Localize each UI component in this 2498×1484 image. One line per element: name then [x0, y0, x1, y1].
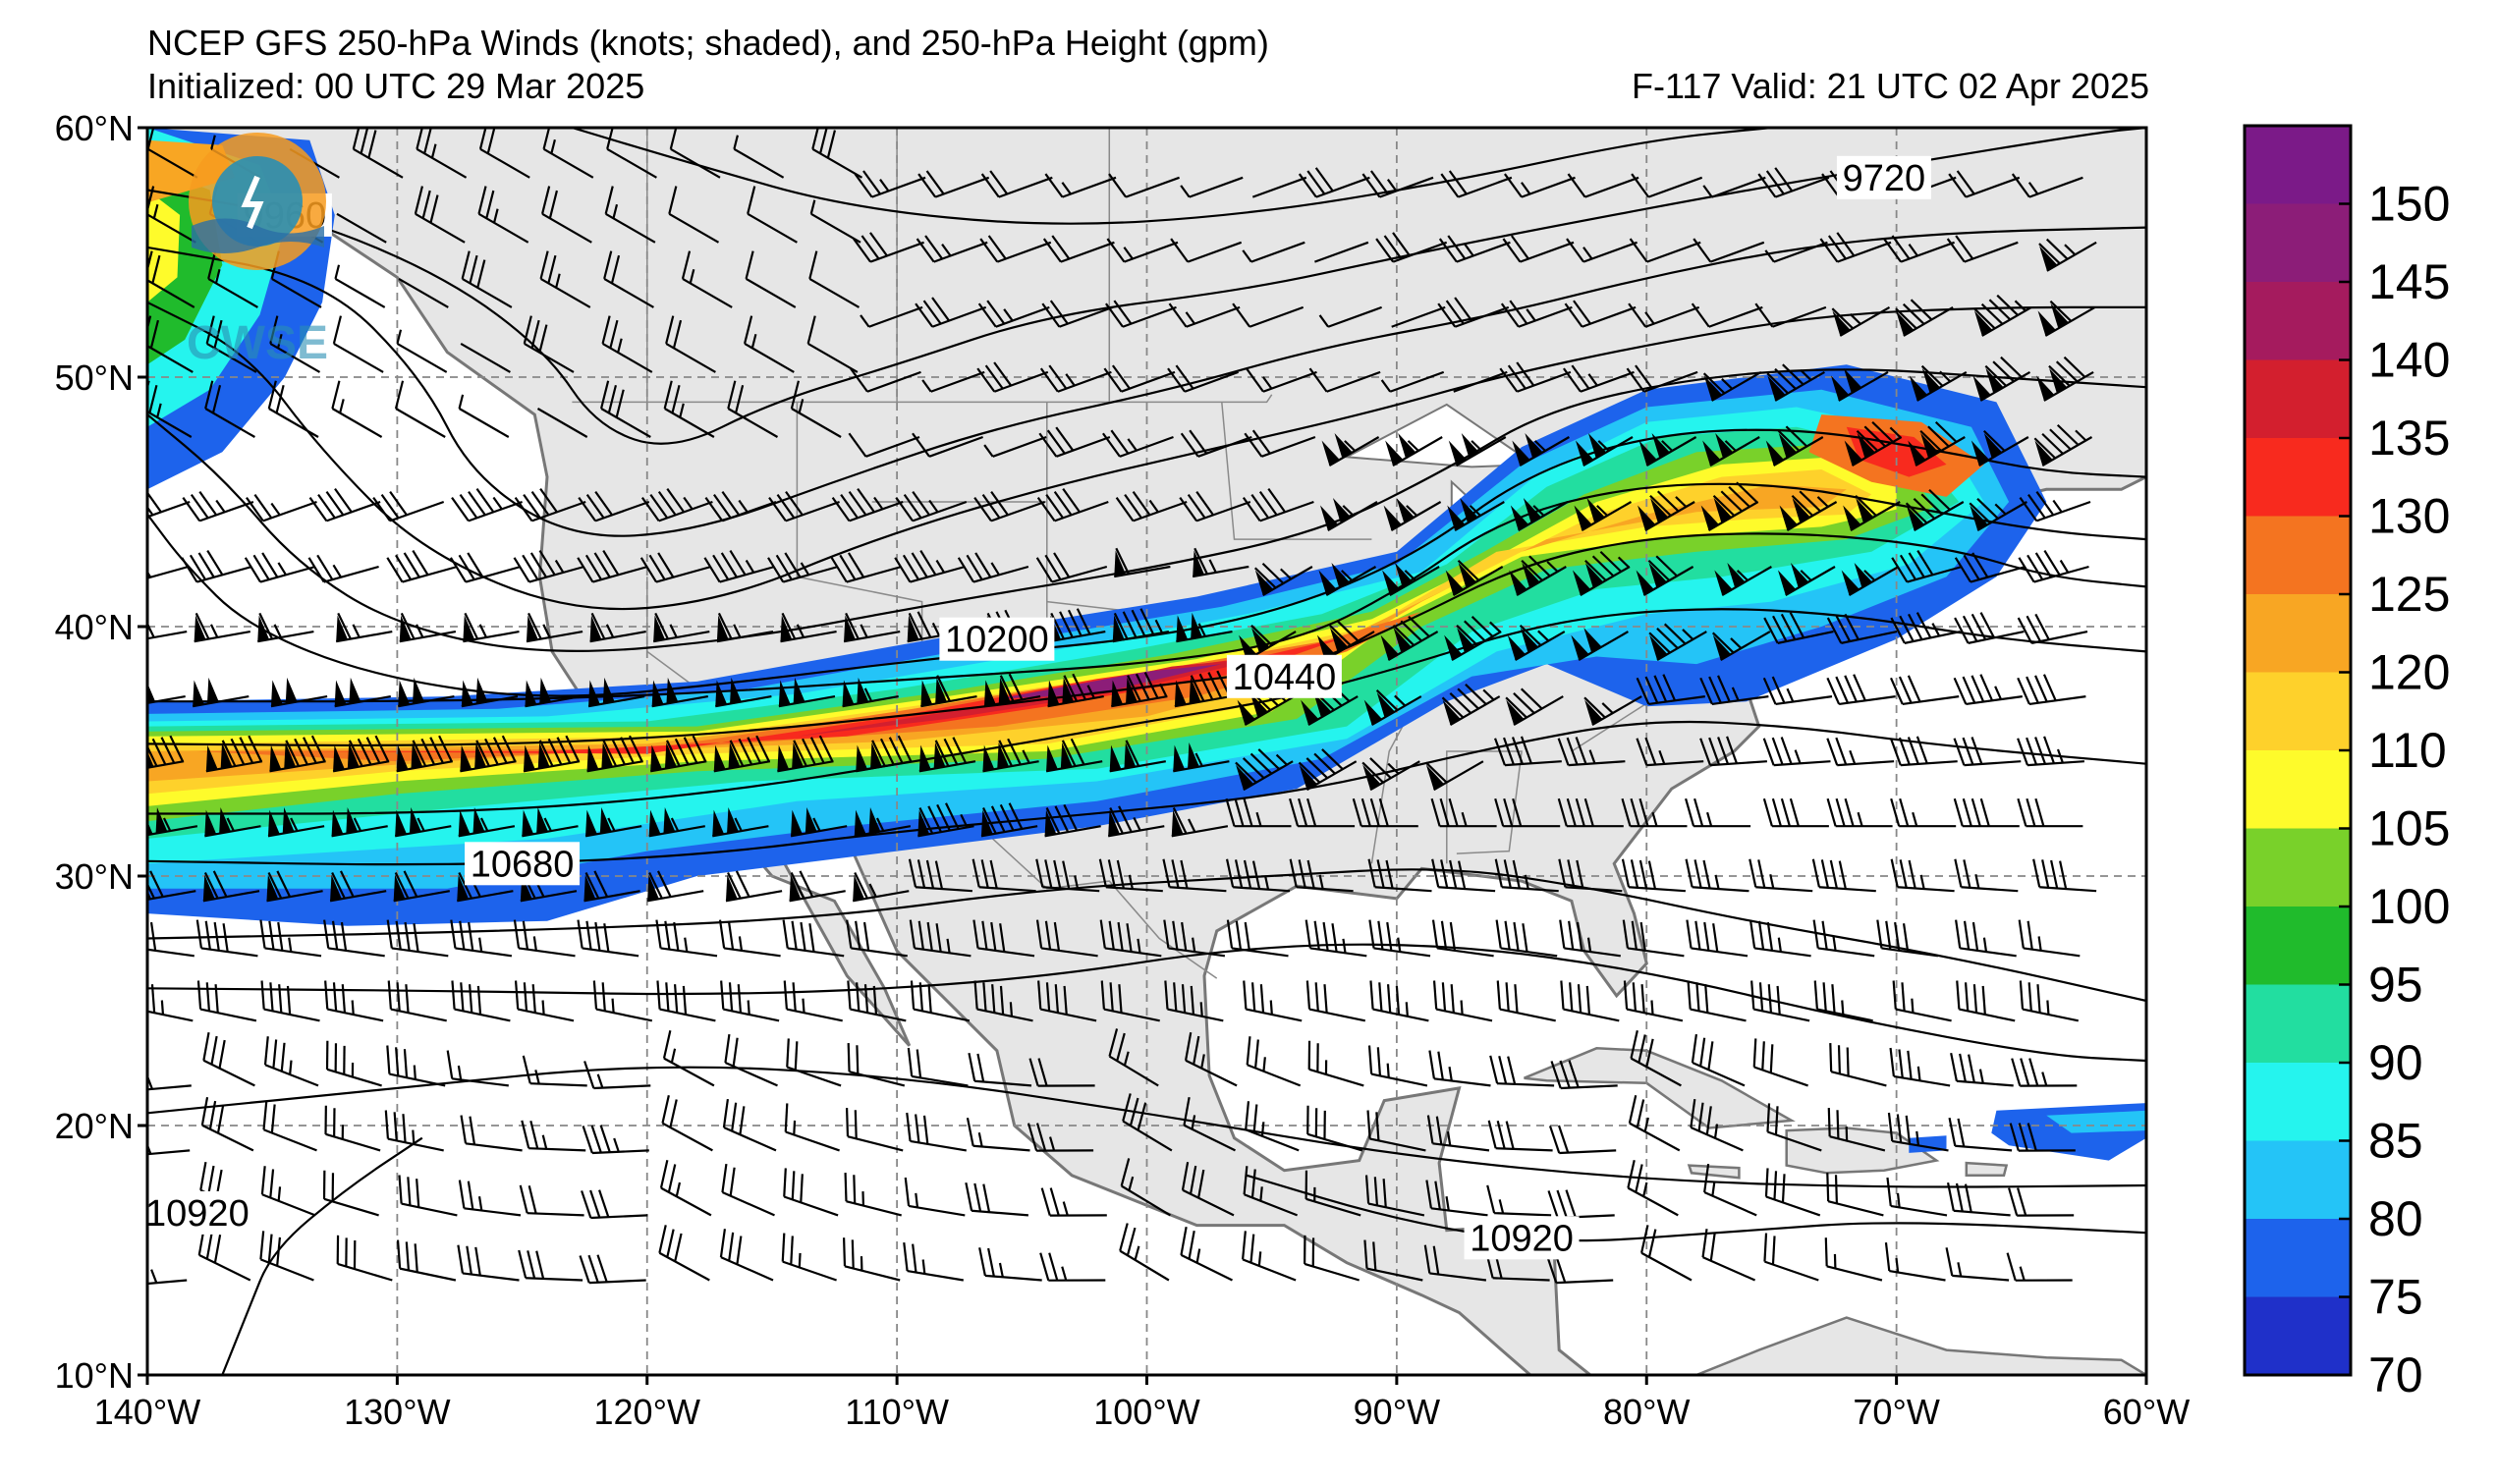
contour-label-text: 10920	[145, 1193, 250, 1235]
colorbar-segment	[2245, 1219, 2351, 1297]
contour-label-text: 10440	[1233, 657, 1337, 698]
colorbar-segment	[2245, 516, 2351, 595]
colorbar: 150 145 140 135 130 125 120 110 105 100 95 90 85 80 75…	[2243, 124, 2450, 1402]
colorbar-tick-label: 75	[2368, 1270, 2423, 1325]
lat-label: 50°N	[55, 357, 134, 398]
colorbar-segment	[2245, 1296, 2351, 1376]
valid-time: F-117 Valid: 21 UTC 02 Apr 2025	[1632, 66, 2149, 106]
colorbar-segment	[2245, 1063, 2351, 1141]
colorbar-tick-label: 140	[2368, 333, 2450, 388]
lat-label: 10°N	[55, 1355, 134, 1396]
colorbar-segment	[2245, 984, 2351, 1064]
contour-label: 9720	[1836, 155, 1931, 199]
colorbar-tick-label: 145	[2368, 254, 2450, 309]
contour-label: 10920	[1464, 1216, 1580, 1260]
lon-label: 120°W	[594, 1392, 700, 1432]
colorbar-segment	[2245, 594, 2351, 673]
colorbar-tick-label: 80	[2368, 1191, 2423, 1246]
colorbar-tick-label: 85	[2368, 1114, 2423, 1169]
colorbar-segment	[2245, 750, 2351, 829]
colorbar-tick-label: 120	[2368, 645, 2450, 700]
lon-label: 90°W	[1354, 1392, 1440, 1432]
map-title: NCEP GFS 250-hPa Winds (knots; shaded), …	[147, 23, 1269, 63]
logo-text: CWSE	[187, 317, 328, 369]
colorbar-tick-label: 110	[2368, 723, 2447, 778]
cwse-logo: CWSE	[187, 133, 328, 369]
contour-label: 10680	[465, 842, 581, 886]
colorbar-tick-label: 130	[2368, 489, 2450, 544]
colorbar-tick-label: 150	[2368, 177, 2450, 232]
colorbar-tick-label: 125	[2368, 567, 2450, 622]
colorbar-segment	[2245, 282, 2351, 360]
lon-label: 80°W	[1603, 1392, 1690, 1432]
colorbar-tick-label: 100	[2368, 879, 2450, 934]
colorbar-tick-label: 95	[2368, 958, 2423, 1013]
colorbar-segment	[2245, 672, 2351, 751]
lon-label: 60°W	[2103, 1392, 2190, 1432]
lat-label: 30°N	[55, 856, 134, 897]
colorbar-tick-label: 70	[2368, 1347, 2423, 1402]
lon-label: 110°W	[845, 1392, 949, 1432]
contour-label-text: 10920	[1470, 1218, 1574, 1259]
lon-label: 70°W	[1853, 1392, 1939, 1432]
colorbar-segment	[2245, 438, 2351, 517]
contour-label-text: 9720	[1843, 158, 1926, 199]
lon-label: 140°W	[94, 1392, 200, 1432]
colorbar-tick-label: 90	[2368, 1035, 2423, 1090]
colorbar-segment	[2245, 126, 2351, 204]
contour-label: 10440	[1226, 654, 1342, 698]
contour-label-text: 10200	[945, 620, 1049, 661]
colorbar-segment	[2245, 203, 2351, 283]
contour-label: 10200	[939, 617, 1055, 661]
colorbar-tick-label: 105	[2368, 801, 2450, 856]
wind-barbs	[147, 128, 2097, 1287]
lat-label: 20°N	[55, 1106, 134, 1146]
initialized-time: Initialized: 00 UTC 29 Mar 2025	[147, 66, 645, 106]
colorbar-segment	[2245, 1140, 2351, 1220]
colorbar-tick-label: 135	[2368, 411, 2450, 466]
lon-label: 100°W	[1093, 1392, 1199, 1432]
colorbar-segment	[2245, 828, 2351, 907]
contour-label-text: 10680	[471, 844, 575, 885]
colorbar-segment	[2245, 907, 2351, 985]
contour-labels: 996097201020010440106801092010920	[139, 155, 1931, 1260]
contour-label: 10920	[139, 1190, 255, 1235]
lon-label: 130°W	[344, 1392, 450, 1432]
lat-label: 40°N	[55, 607, 134, 647]
lat-label: 60°N	[55, 108, 134, 148]
colorbar-segment	[2245, 359, 2351, 439]
